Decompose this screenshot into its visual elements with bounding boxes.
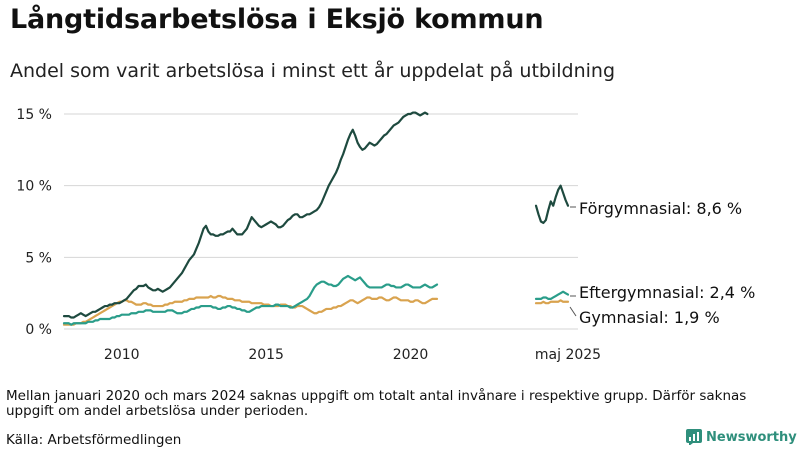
series-lines [62, 111, 570, 326]
series-line-eftergymnasial-segment-1 [534, 290, 570, 300]
chart-title: Långtidsarbetslösa i Eksjö kommun [10, 4, 544, 35]
line-chart: 0 % 5 % 10 % 15 % 2010 2015 2020 maj 2025 Förg… [16, 107, 755, 363]
series-end-label: Eftergymnasial: 2,4 % [579, 283, 755, 302]
end-label-förgymnasial: Förgymnasial: 8,6 % [570, 199, 742, 218]
x-axis: 2010 2015 2020 maj 2025 [104, 347, 601, 363]
source-credit: Källa: Arbetsförmedlingen [6, 432, 182, 448]
series-end-label: Gymnasial: 1,9 % [579, 308, 720, 327]
gridlines [64, 113, 578, 330]
brand-logo[interactable]: Newsworthy [686, 429, 797, 445]
series-line-förgymnasial-segment-0 [62, 111, 429, 319]
x-tick-label: maj 2025 [535, 347, 601, 363]
y-tick-label: 15 % [16, 107, 52, 123]
end-label-gymnasial: Gymnasial: 1,9 % [569, 306, 720, 327]
series-end-label: Förgymnasial: 8,6 % [579, 199, 742, 218]
end-label-eftergymnasial: Eftergymnasial: 2,4 % [570, 283, 755, 302]
y-tick-label: 5 % [25, 250, 52, 266]
series-line-förgymnasial-segment-1 [534, 184, 570, 225]
x-tick-label: 2020 [393, 347, 429, 363]
y-tick-label: 0 % [25, 322, 52, 338]
leader-line [569, 306, 577, 317]
series-line-gymnasial-segment-1 [534, 299, 570, 305]
series-end-labels: Förgymnasial: 8,6 % Eftergymnasial: 2,4 %… [569, 199, 755, 327]
y-axis: 0 % 5 % 10 % 15 % [16, 107, 52, 338]
brand-name: Newsworthy [706, 429, 797, 445]
x-tick-label: 2015 [248, 347, 284, 363]
y-tick-label: 10 % [16, 179, 52, 195]
series-line-eftergymnasial-segment-0 [62, 274, 439, 326]
x-tick-label: 2010 [104, 347, 140, 363]
newsworthy-logo-icon [686, 429, 702, 445]
chart-subtitle: Andel som varit arbetslösa i minst ett å… [10, 60, 616, 82]
footnote: Mellan januari 2020 och mars 2024 saknas… [6, 388, 747, 419]
